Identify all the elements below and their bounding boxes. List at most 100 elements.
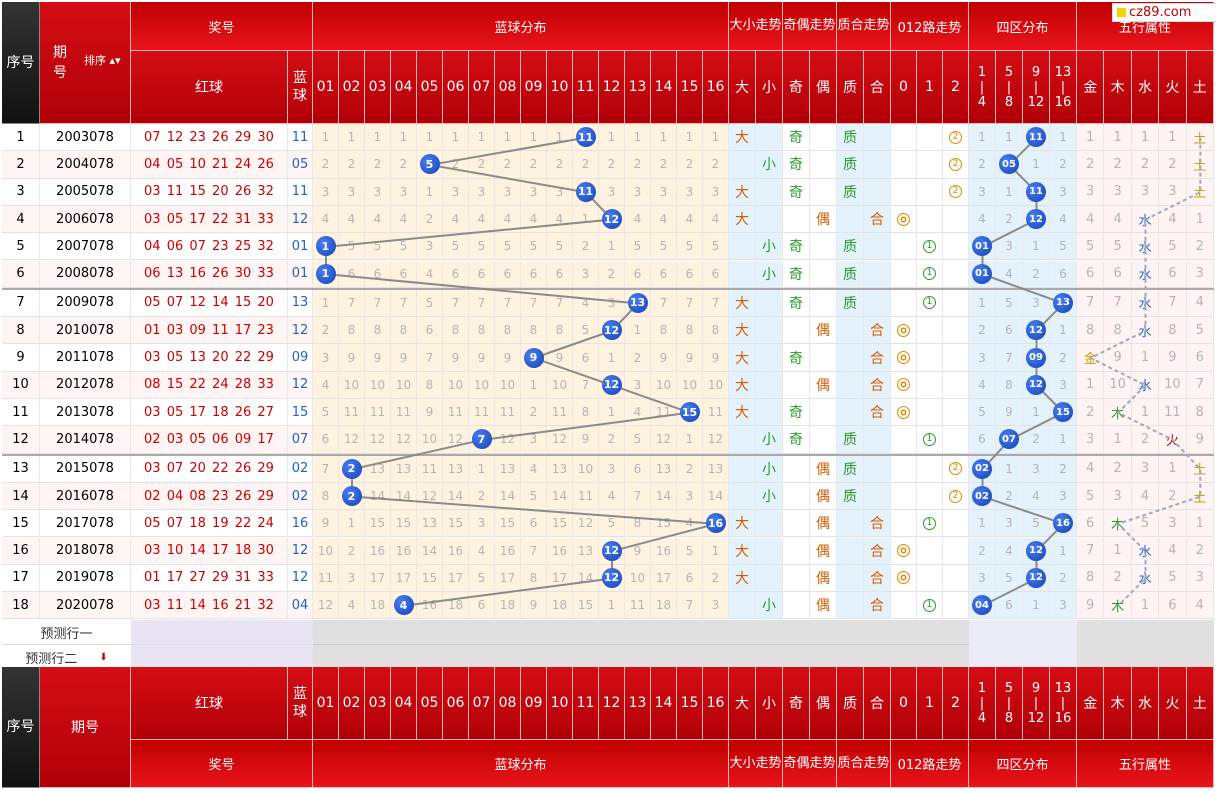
zone-cell: 3 (969, 344, 996, 372)
miss-count: 14 (703, 482, 729, 511)
miss-count: 10 (365, 371, 391, 399)
row-blue-ball: 12 (288, 564, 313, 593)
oe-cell: 偶 (810, 482, 837, 511)
wx-cell: 水 (1131, 564, 1160, 593)
miss-count: 1 (625, 317, 651, 345)
wx-cell: 5 (1159, 233, 1187, 261)
zone-cell: 11 (1023, 124, 1050, 152)
footer-wx: 土 (1186, 667, 1214, 740)
blue-ball-marker: 11 (573, 178, 599, 206)
miss-count: 1 (417, 178, 443, 206)
miss-count: 3 (417, 233, 443, 261)
header-zone-2: 9 | 12 (1023, 51, 1050, 124)
pc-cell (837, 537, 864, 565)
miss-count: 3 (495, 178, 521, 206)
r012-cell: 2 (943, 178, 969, 206)
miss-count: 9 (703, 344, 729, 372)
r012-cell (917, 124, 943, 152)
miss-count: 8 (365, 317, 391, 345)
wx-cell: 2 (1104, 151, 1132, 179)
blue-ball-marker: 1 (313, 233, 339, 261)
wx-cell: 2 (1186, 537, 1214, 565)
site-logo[interactable]: cz89.com (1112, 3, 1216, 22)
miss-count: 2 (443, 151, 469, 179)
zone-ball: 05 (999, 154, 1019, 175)
bs-cell (756, 399, 783, 427)
miss-count: 7 (417, 344, 443, 372)
row-blue-ball: 05 (288, 151, 313, 179)
r012-cell (891, 482, 917, 511)
predict-row-label[interactable]: 预测行一 (2, 620, 131, 646)
miss-count: 13 (703, 455, 729, 483)
bs-cell: 大 (729, 178, 756, 206)
oe-cell: 偶 (810, 510, 837, 538)
footer-oe: 奇 (783, 667, 810, 740)
pc-cell: 质 (837, 151, 864, 179)
predict-area[interactable] (313, 620, 969, 646)
predict-area[interactable] (313, 645, 969, 671)
miss-count: 12 (651, 426, 677, 454)
header-num-01: 01 (313, 51, 339, 124)
blue-ball-marker: 12 (599, 317, 625, 345)
zone-cell: 1 (1023, 233, 1050, 261)
miss-count: 18 (495, 592, 521, 620)
pc-cell: 质 (837, 289, 864, 318)
miss-count: 6 (469, 592, 495, 620)
miss-count: 8 (573, 399, 599, 427)
pc-cell: 合 (864, 399, 891, 427)
row-blue-ball: 13 (288, 289, 313, 318)
blue-ball: 12 (601, 540, 622, 561)
r012-cell: 1 (917, 592, 943, 620)
miss-count: 3 (391, 178, 417, 206)
miss-count: 7 (677, 592, 703, 620)
blue-ball: 2 (341, 486, 362, 507)
predict-zone-area[interactable] (969, 645, 1077, 671)
r012-cell (891, 399, 917, 427)
predict-wx-area[interactable] (1077, 620, 1214, 646)
row-red-balls: 05 07 18 19 22 24 (131, 510, 288, 538)
miss-count: 3 (703, 178, 729, 206)
oe-cell: 偶 (810, 537, 837, 565)
miss-count: 6 (677, 564, 703, 593)
bs-cell: 大 (729, 399, 756, 427)
predict-red-area[interactable] (131, 620, 313, 646)
miss-count: 1 (703, 124, 729, 152)
arrow-down-icon[interactable]: ⬇ (99, 651, 108, 663)
zone-cell: 12 (1023, 317, 1050, 345)
road-marker: 2 (949, 185, 962, 199)
row-period: 2019078 (40, 564, 131, 593)
miss-count: 16 (365, 537, 391, 565)
r012-cell: 1 (917, 426, 943, 454)
r012-cell (917, 371, 943, 399)
miss-count: 3 (625, 371, 651, 399)
row-seq: 4 (2, 205, 40, 234)
zone-cell: 1 (969, 510, 996, 538)
predict-zone-area[interactable] (969, 620, 1077, 646)
zone-ball: 11 (1026, 127, 1046, 148)
wx-cell: 2 (1077, 399, 1105, 427)
oe-cell: 奇 (783, 260, 810, 288)
miss-count: 1 (417, 124, 443, 152)
miss-count: 1 (599, 592, 625, 620)
row-blue-ball: 16 (288, 510, 313, 538)
miss-count: 13 (417, 510, 443, 538)
header-bigsmall: 大小走势 (729, 2, 783, 51)
miss-count: 8 (625, 510, 651, 538)
predict-wx-area[interactable] (1077, 645, 1214, 671)
row-red-balls: 07 12 23 26 29 30 (131, 124, 288, 152)
sort-button[interactable]: 排序 ▴▾ (84, 54, 121, 67)
miss-count: 18 (651, 592, 677, 620)
miss-count: 8 (547, 317, 573, 345)
road-marker: 2 (949, 157, 962, 171)
miss-count: 11 (703, 399, 729, 427)
r012-cell (917, 399, 943, 427)
footer-zone: 9 | 12 (1023, 667, 1050, 740)
miss-count: 5 (469, 564, 495, 593)
wx-cell: 木 (1104, 399, 1132, 427)
road-marker: 1 (923, 516, 936, 530)
header-period[interactable]: 期号 排序 ▴▾ (40, 2, 131, 124)
zone-cell: 12 (1023, 564, 1050, 593)
miss-count: 4 (677, 205, 703, 234)
oe-cell: 奇 (783, 151, 810, 179)
miss-count: 11 (417, 455, 443, 483)
